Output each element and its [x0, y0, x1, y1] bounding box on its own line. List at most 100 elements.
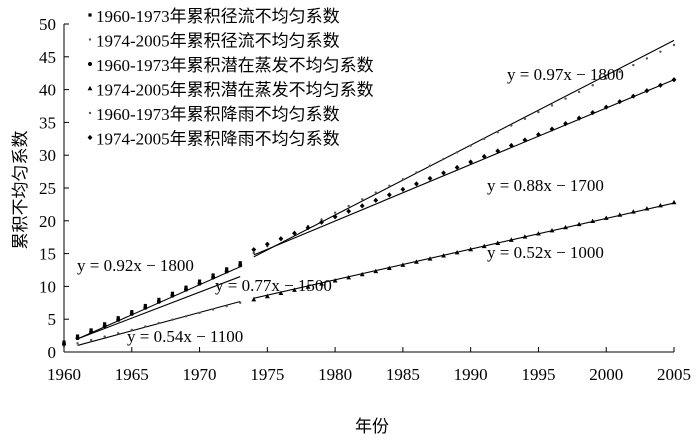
- y-tick-label: 5: [48, 310, 57, 329]
- data-point: [373, 197, 379, 203]
- data-point: [414, 259, 419, 264]
- data-point: [427, 175, 433, 182]
- data-point: [400, 262, 406, 267]
- data-point: [414, 181, 419, 187]
- data-point: [278, 290, 284, 296]
- data-point: [373, 268, 379, 274]
- y-tick-label: 35: [39, 113, 56, 132]
- x-tick-label: 1985: [386, 365, 420, 384]
- data-point: [386, 192, 392, 198]
- data-point: [454, 164, 460, 171]
- data-point: [103, 335, 106, 338]
- data-point: [483, 137, 486, 141]
- data-point: [603, 104, 609, 110]
- data-point: [618, 70, 621, 74]
- data-point: [658, 82, 663, 88]
- data-point: [103, 322, 107, 326]
- data-point: [508, 237, 514, 242]
- data-point: [427, 256, 433, 261]
- data-point: [170, 291, 175, 295]
- data-point: [89, 338, 93, 342]
- data-point: [332, 278, 338, 283]
- data-point: [157, 297, 161, 302]
- data-point: [361, 198, 364, 201]
- data-point: [225, 304, 228, 308]
- data-point: [563, 121, 568, 127]
- data-point: [251, 296, 257, 302]
- data-point: [605, 77, 608, 80]
- data-point: [224, 269, 229, 274]
- data-point: [508, 142, 514, 149]
- legend-marker: [88, 111, 92, 115]
- y-tick-label: 45: [39, 48, 56, 67]
- data-point: [346, 208, 352, 214]
- data-points: [62, 43, 677, 348]
- data-point: [495, 148, 501, 154]
- data-point: [644, 206, 650, 211]
- trendline-equation: y = 0.77x − 1500: [215, 276, 332, 295]
- trendline: [253, 79, 675, 256]
- legend-marker: [88, 13, 92, 17]
- y-tick-label: 15: [39, 245, 56, 264]
- data-point: [428, 164, 432, 167]
- legend: 1960-1973年累积径流不均匀系数 1974-2005年累积径流不均匀系数 19…: [87, 7, 374, 149]
- data-point: [658, 202, 663, 208]
- data-point: [576, 221, 582, 227]
- data-point: [563, 224, 568, 230]
- legend-entry: 1960-1973年累积径流不均匀系数: [96, 7, 340, 26]
- legend-entry: 1974-2005年累积潜在蒸发不均匀系数: [96, 81, 374, 100]
- data-point: [441, 253, 446, 258]
- data-point: [400, 186, 406, 192]
- data-point: [617, 212, 623, 217]
- y-tick-label: 25: [39, 179, 56, 198]
- x-tick-label: 1965: [115, 365, 149, 384]
- data-point: [89, 328, 93, 332]
- data-point: [550, 104, 554, 107]
- data-point: [645, 57, 649, 60]
- data-point: [264, 241, 270, 247]
- trendline-equation: y = 0.88x − 1700: [487, 176, 604, 195]
- data-point: [468, 246, 474, 252]
- legend-entry: 1974-2005年累积径流不均匀系数: [96, 32, 340, 51]
- data-point: [481, 243, 487, 249]
- data-point: [468, 159, 474, 165]
- x-tick-label: 1995: [521, 365, 555, 384]
- trendline-equation: y = 0.92x − 1800: [77, 256, 194, 275]
- data-point: [347, 204, 350, 208]
- trendline-equation: y = 0.54x − 1100: [127, 327, 243, 346]
- data-point: [320, 218, 323, 221]
- data-point: [441, 170, 446, 176]
- data-point: [495, 240, 501, 245]
- data-point: [211, 308, 215, 311]
- data-point: [157, 321, 161, 325]
- data-point: [644, 88, 650, 94]
- data-point: [564, 97, 567, 100]
- y-tick-label: 0: [48, 343, 57, 362]
- data-point: [129, 311, 134, 316]
- data-point: [130, 328, 133, 332]
- data-point: [388, 184, 391, 188]
- data-point: [319, 281, 324, 286]
- trendline-equation: y = 0.52x − 1000: [487, 243, 604, 262]
- legend-entry: 1960-1973年累积降雨不均匀系数: [96, 105, 340, 124]
- x-tick-label: 1960: [47, 365, 81, 384]
- x-tick-label: 2005: [657, 365, 691, 384]
- data-point: [359, 271, 365, 277]
- data-point: [549, 228, 555, 233]
- data-point: [671, 77, 677, 83]
- data-point: [549, 126, 555, 132]
- data-point: [211, 273, 215, 277]
- data-point: [76, 342, 79, 345]
- legend-marker: [87, 134, 93, 141]
- x-tick-label: 1970: [183, 365, 217, 384]
- data-point: [292, 287, 297, 292]
- data-point: [632, 63, 635, 67]
- x-axis-label: 年份: [355, 417, 389, 437]
- data-point: [184, 315, 188, 318]
- data-point: [536, 131, 541, 138]
- x-tick-label: 2000: [589, 365, 623, 384]
- data-point: [442, 157, 445, 161]
- data-point: [278, 236, 284, 242]
- x-tick-label: 1980: [318, 365, 352, 384]
- data-point: [198, 311, 201, 315]
